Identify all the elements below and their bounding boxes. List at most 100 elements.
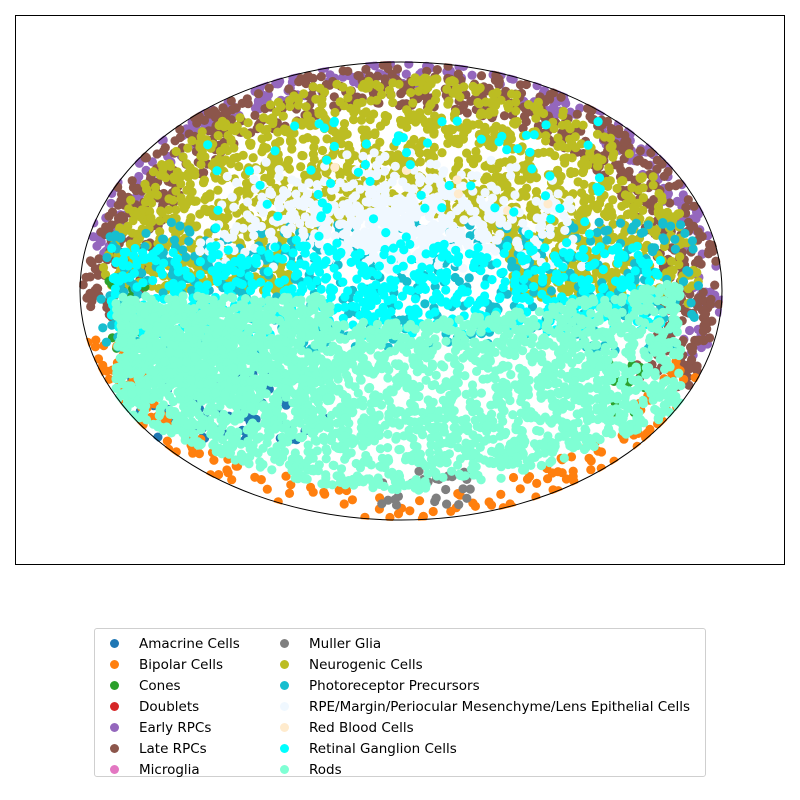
data-point	[581, 193, 591, 203]
data-point	[367, 267, 377, 277]
data-point	[162, 436, 172, 446]
data-point	[686, 298, 696, 308]
data-point	[672, 196, 682, 206]
data-point	[441, 484, 451, 495]
data-point	[406, 255, 417, 265]
data-point	[453, 160, 464, 170]
data-point	[298, 284, 308, 294]
data-point	[617, 176, 627, 186]
data-point	[229, 202, 239, 212]
data-point	[633, 250, 643, 260]
data-point	[274, 172, 284, 182]
data-point	[332, 238, 342, 248]
data-point	[314, 119, 324, 129]
data-point	[617, 275, 628, 285]
data-point	[262, 484, 272, 494]
data-point	[345, 181, 355, 192]
data-point	[226, 137, 236, 147]
data-point	[339, 499, 349, 509]
data-point	[380, 244, 390, 255]
data-point	[396, 239, 406, 249]
data-point	[334, 219, 345, 230]
data-point	[341, 228, 351, 238]
data-point	[486, 500, 497, 510]
data-point	[175, 221, 185, 231]
data-point	[444, 180, 454, 191]
data-point	[462, 287, 472, 297]
data-point	[381, 228, 391, 238]
data-point	[710, 280, 720, 290]
data-point	[320, 274, 331, 284]
data-point	[570, 132, 580, 142]
data-point	[585, 149, 595, 159]
data-point	[565, 124, 575, 134]
data-point	[284, 488, 295, 498]
data-point	[164, 205, 174, 215]
data-point	[637, 173, 647, 183]
data-point	[658, 219, 668, 229]
data-point	[200, 204, 210, 214]
data-point	[259, 113, 269, 123]
data-point	[231, 177, 242, 188]
data-point	[316, 72, 326, 82]
data-point	[360, 159, 370, 170]
data-point	[432, 65, 442, 75]
data-point	[607, 267, 617, 278]
data-point	[680, 228, 690, 238]
data-point	[227, 192, 237, 202]
data-point	[119, 247, 129, 257]
data-point	[162, 160, 172, 170]
data-point	[406, 88, 416, 98]
data-point	[282, 159, 292, 169]
data-point	[291, 189, 301, 199]
data-point	[452, 175, 462, 185]
data-point	[508, 118, 519, 128]
data-point	[635, 146, 645, 156]
data-point	[223, 233, 233, 243]
data-point	[285, 101, 295, 112]
data-point	[662, 207, 673, 217]
data-point	[509, 207, 519, 217]
data-point	[232, 152, 242, 163]
data-point	[377, 286, 387, 296]
data-point	[332, 252, 342, 262]
data-point	[358, 151, 368, 161]
data-point	[631, 218, 641, 228]
data-point	[428, 506, 438, 517]
data-point	[127, 176, 137, 186]
data-point	[646, 148, 656, 158]
data-point	[130, 243, 140, 254]
data-point	[467, 170, 477, 181]
data-point	[511, 106, 521, 116]
data-point	[634, 185, 644, 195]
data-point	[244, 166, 254, 176]
data-point	[488, 89, 498, 99]
data-point	[360, 305, 370, 315]
data-point	[416, 113, 426, 123]
data-point	[430, 496, 440, 507]
data-point	[184, 236, 194, 246]
data-point	[700, 309, 711, 319]
data-point	[632, 241, 642, 251]
data-point	[192, 118, 202, 128]
data-point	[102, 366, 112, 376]
data-point	[555, 203, 565, 213]
data-point	[404, 61, 414, 69]
data-point	[478, 220, 488, 230]
data-point	[607, 141, 617, 151]
data-point	[314, 106, 324, 116]
data-point	[290, 121, 300, 131]
data-point	[502, 145, 512, 155]
data-point	[245, 138, 255, 148]
data-point	[286, 223, 297, 233]
data-point	[439, 166, 449, 176]
data-point	[150, 182, 161, 192]
data-point	[546, 286, 557, 296]
data-point	[579, 253, 589, 263]
data-point	[462, 108, 472, 118]
data-point	[600, 226, 610, 236]
data-point	[413, 308, 423, 318]
data-point	[562, 238, 572, 248]
data-point	[134, 171, 144, 182]
data-point	[195, 257, 205, 267]
